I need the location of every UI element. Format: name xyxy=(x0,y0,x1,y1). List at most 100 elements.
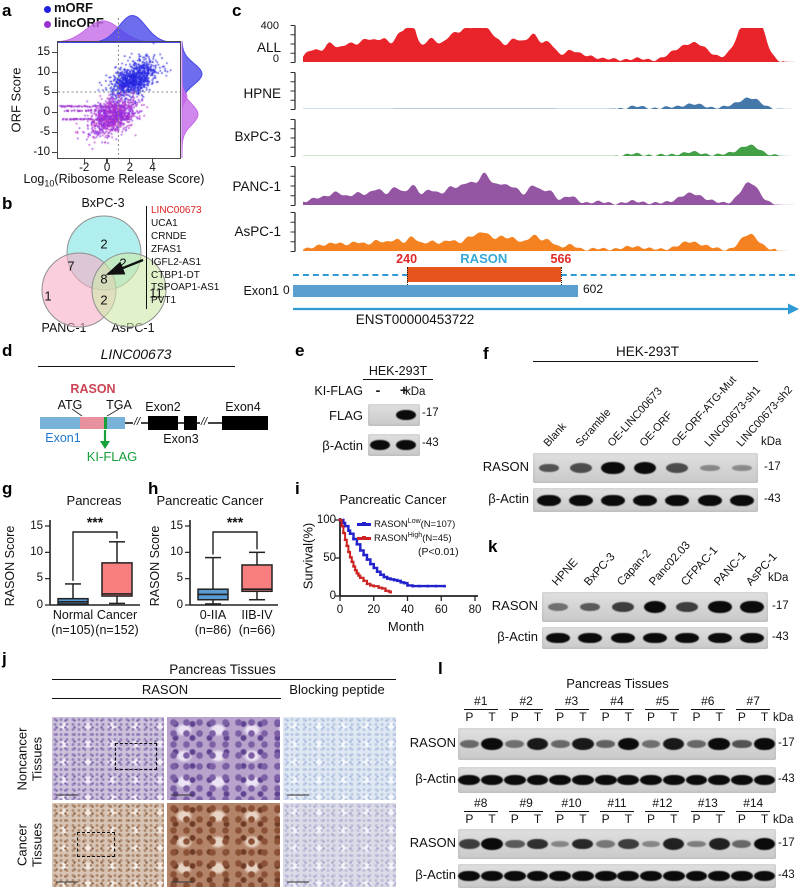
scale-bar xyxy=(287,881,309,883)
track-ymax-label: 400 xyxy=(260,20,279,32)
blot-rason-group1 xyxy=(458,728,776,760)
lane-label-Blank: Blank xyxy=(541,420,569,450)
x-tickmark xyxy=(106,158,108,163)
x-tickmark xyxy=(83,158,85,163)
wb-band xyxy=(526,870,549,882)
ihc-image-noncancer-blocking xyxy=(283,717,396,800)
wb-band xyxy=(698,494,722,506)
wb-band xyxy=(730,870,753,882)
wb-band xyxy=(675,632,699,644)
panel-letter-f: f xyxy=(483,344,489,363)
lane-label-#13-T: T xyxy=(715,812,723,826)
lane-label-#12-P: P xyxy=(647,812,656,826)
coverage-area xyxy=(303,144,795,156)
blot-row-label-rason-group1: RASON xyxy=(409,735,456,750)
kda-marker--17: -17 xyxy=(422,407,439,419)
survival-title: Pancreatic Cancer xyxy=(339,492,447,507)
y-tick--5: -5 xyxy=(39,125,50,138)
rason-orf-bar xyxy=(406,267,561,282)
wb-band xyxy=(643,601,667,613)
y-tick-100: 100 xyxy=(316,514,336,526)
lane-label-#12-T: T xyxy=(670,812,678,826)
coverage-track-PANC-1 xyxy=(290,166,795,206)
wb-band xyxy=(594,774,617,786)
rason-orf-label: RASON xyxy=(70,382,116,396)
wb-band xyxy=(396,410,416,420)
right-density-plot xyxy=(181,41,203,158)
wb-band xyxy=(753,737,776,751)
kda-marker--43: -43 xyxy=(772,631,789,643)
kda-label: kDa xyxy=(761,436,782,448)
wb-band xyxy=(753,774,776,786)
wb-band xyxy=(617,738,640,750)
panel-b: b BxPC-3 PANC-1 AsPC-1 2 7 2 8 1 2 11 LINC00673 UCA… xyxy=(0,193,232,340)
group-n-Normal: (n=105) xyxy=(51,623,95,637)
lane-label-HPNE: HPNE xyxy=(550,556,581,589)
wb-band xyxy=(537,494,561,506)
x-tick-0: 0 xyxy=(336,604,344,616)
wb-band xyxy=(546,632,570,644)
track-ymin-label: 0 xyxy=(272,53,279,65)
rason-underline xyxy=(52,698,281,699)
rason-orf-segment xyxy=(80,417,107,429)
title-underline xyxy=(38,366,235,367)
track-label-ALL: ALL xyxy=(256,40,281,55)
y-tickmark xyxy=(52,151,57,153)
y-tick-10: 10 xyxy=(30,545,43,558)
kda-marker--17: -17 xyxy=(764,461,781,473)
sample-header-#11: #11 xyxy=(599,796,634,812)
track-label-AsPC-1: AsPC-1 xyxy=(234,224,281,239)
sample-header-#12: #12 xyxy=(645,796,680,812)
header-underline xyxy=(52,679,396,680)
wb-band xyxy=(641,840,661,848)
wb-band xyxy=(459,740,479,748)
panel-d: d LINC00673 RASON ATG TGA Exon1 KI-FLAG////E… xyxy=(0,340,285,478)
wb-band xyxy=(708,600,732,614)
hek293t-title: HEK-293T xyxy=(615,344,680,359)
group-n-0-IIA: (n=86) xyxy=(194,623,232,637)
group-n-IIB-IV: (n=66) xyxy=(238,623,276,637)
sample-header-#14: #14 xyxy=(736,796,771,812)
exon1-bar xyxy=(293,285,578,297)
wb-band xyxy=(601,461,625,475)
scale-bar xyxy=(56,881,78,883)
sample-header-#6: #6 xyxy=(690,694,725,710)
kda-marker-17-group1: -17 xyxy=(778,737,795,749)
kda-marker-43-group1: -43 xyxy=(778,773,795,785)
blot-β-Actin xyxy=(533,488,758,512)
y-tickmark xyxy=(52,91,57,93)
sample-header-#7: #7 xyxy=(736,694,771,710)
wb-band xyxy=(732,464,752,472)
coverage-area xyxy=(303,172,795,205)
boxplot-h xyxy=(185,520,278,606)
transcript-id: ENST00000453722 xyxy=(355,312,475,327)
wb-band xyxy=(676,602,698,612)
blot-row-label-RASON: RASON xyxy=(491,598,538,613)
wb-band xyxy=(572,738,594,750)
wb-band xyxy=(662,870,685,882)
venn-count-center: 8 xyxy=(100,271,107,286)
x-tick--2: -2 xyxy=(79,162,90,174)
sample-header-#9: #9 xyxy=(509,796,544,812)
condition-minus: - xyxy=(375,382,381,398)
venn-count-bxpc3: 2 xyxy=(100,236,107,251)
blot-RASON xyxy=(533,453,758,483)
orf-end-connector xyxy=(560,267,562,297)
lane-label-#11-P: P xyxy=(601,812,610,826)
wb-band xyxy=(572,774,594,786)
y-tick-5: 5 xyxy=(36,572,43,585)
panel-i: i Pancreatic Cancer 0 50 100 0 20 40 60 80 RASON… xyxy=(288,478,483,650)
lane-label-#8-P: P xyxy=(465,812,474,826)
scale-bar xyxy=(56,794,78,796)
wb-band xyxy=(550,740,570,748)
exon3-label: Exon3 xyxy=(163,432,199,446)
orf-start-connector xyxy=(406,267,408,297)
kda-marker-43-group2: -43 xyxy=(778,869,795,881)
lane-label-#10-P: P xyxy=(556,812,565,826)
wb-band xyxy=(612,602,634,612)
ki-flag-row-label: KI-FLAG xyxy=(314,384,363,398)
y-tickmark xyxy=(52,131,57,133)
intron-break-2: // xyxy=(200,416,209,429)
sample-header-#4: #4 xyxy=(599,694,634,710)
y-tick-5: 5 xyxy=(43,85,50,98)
